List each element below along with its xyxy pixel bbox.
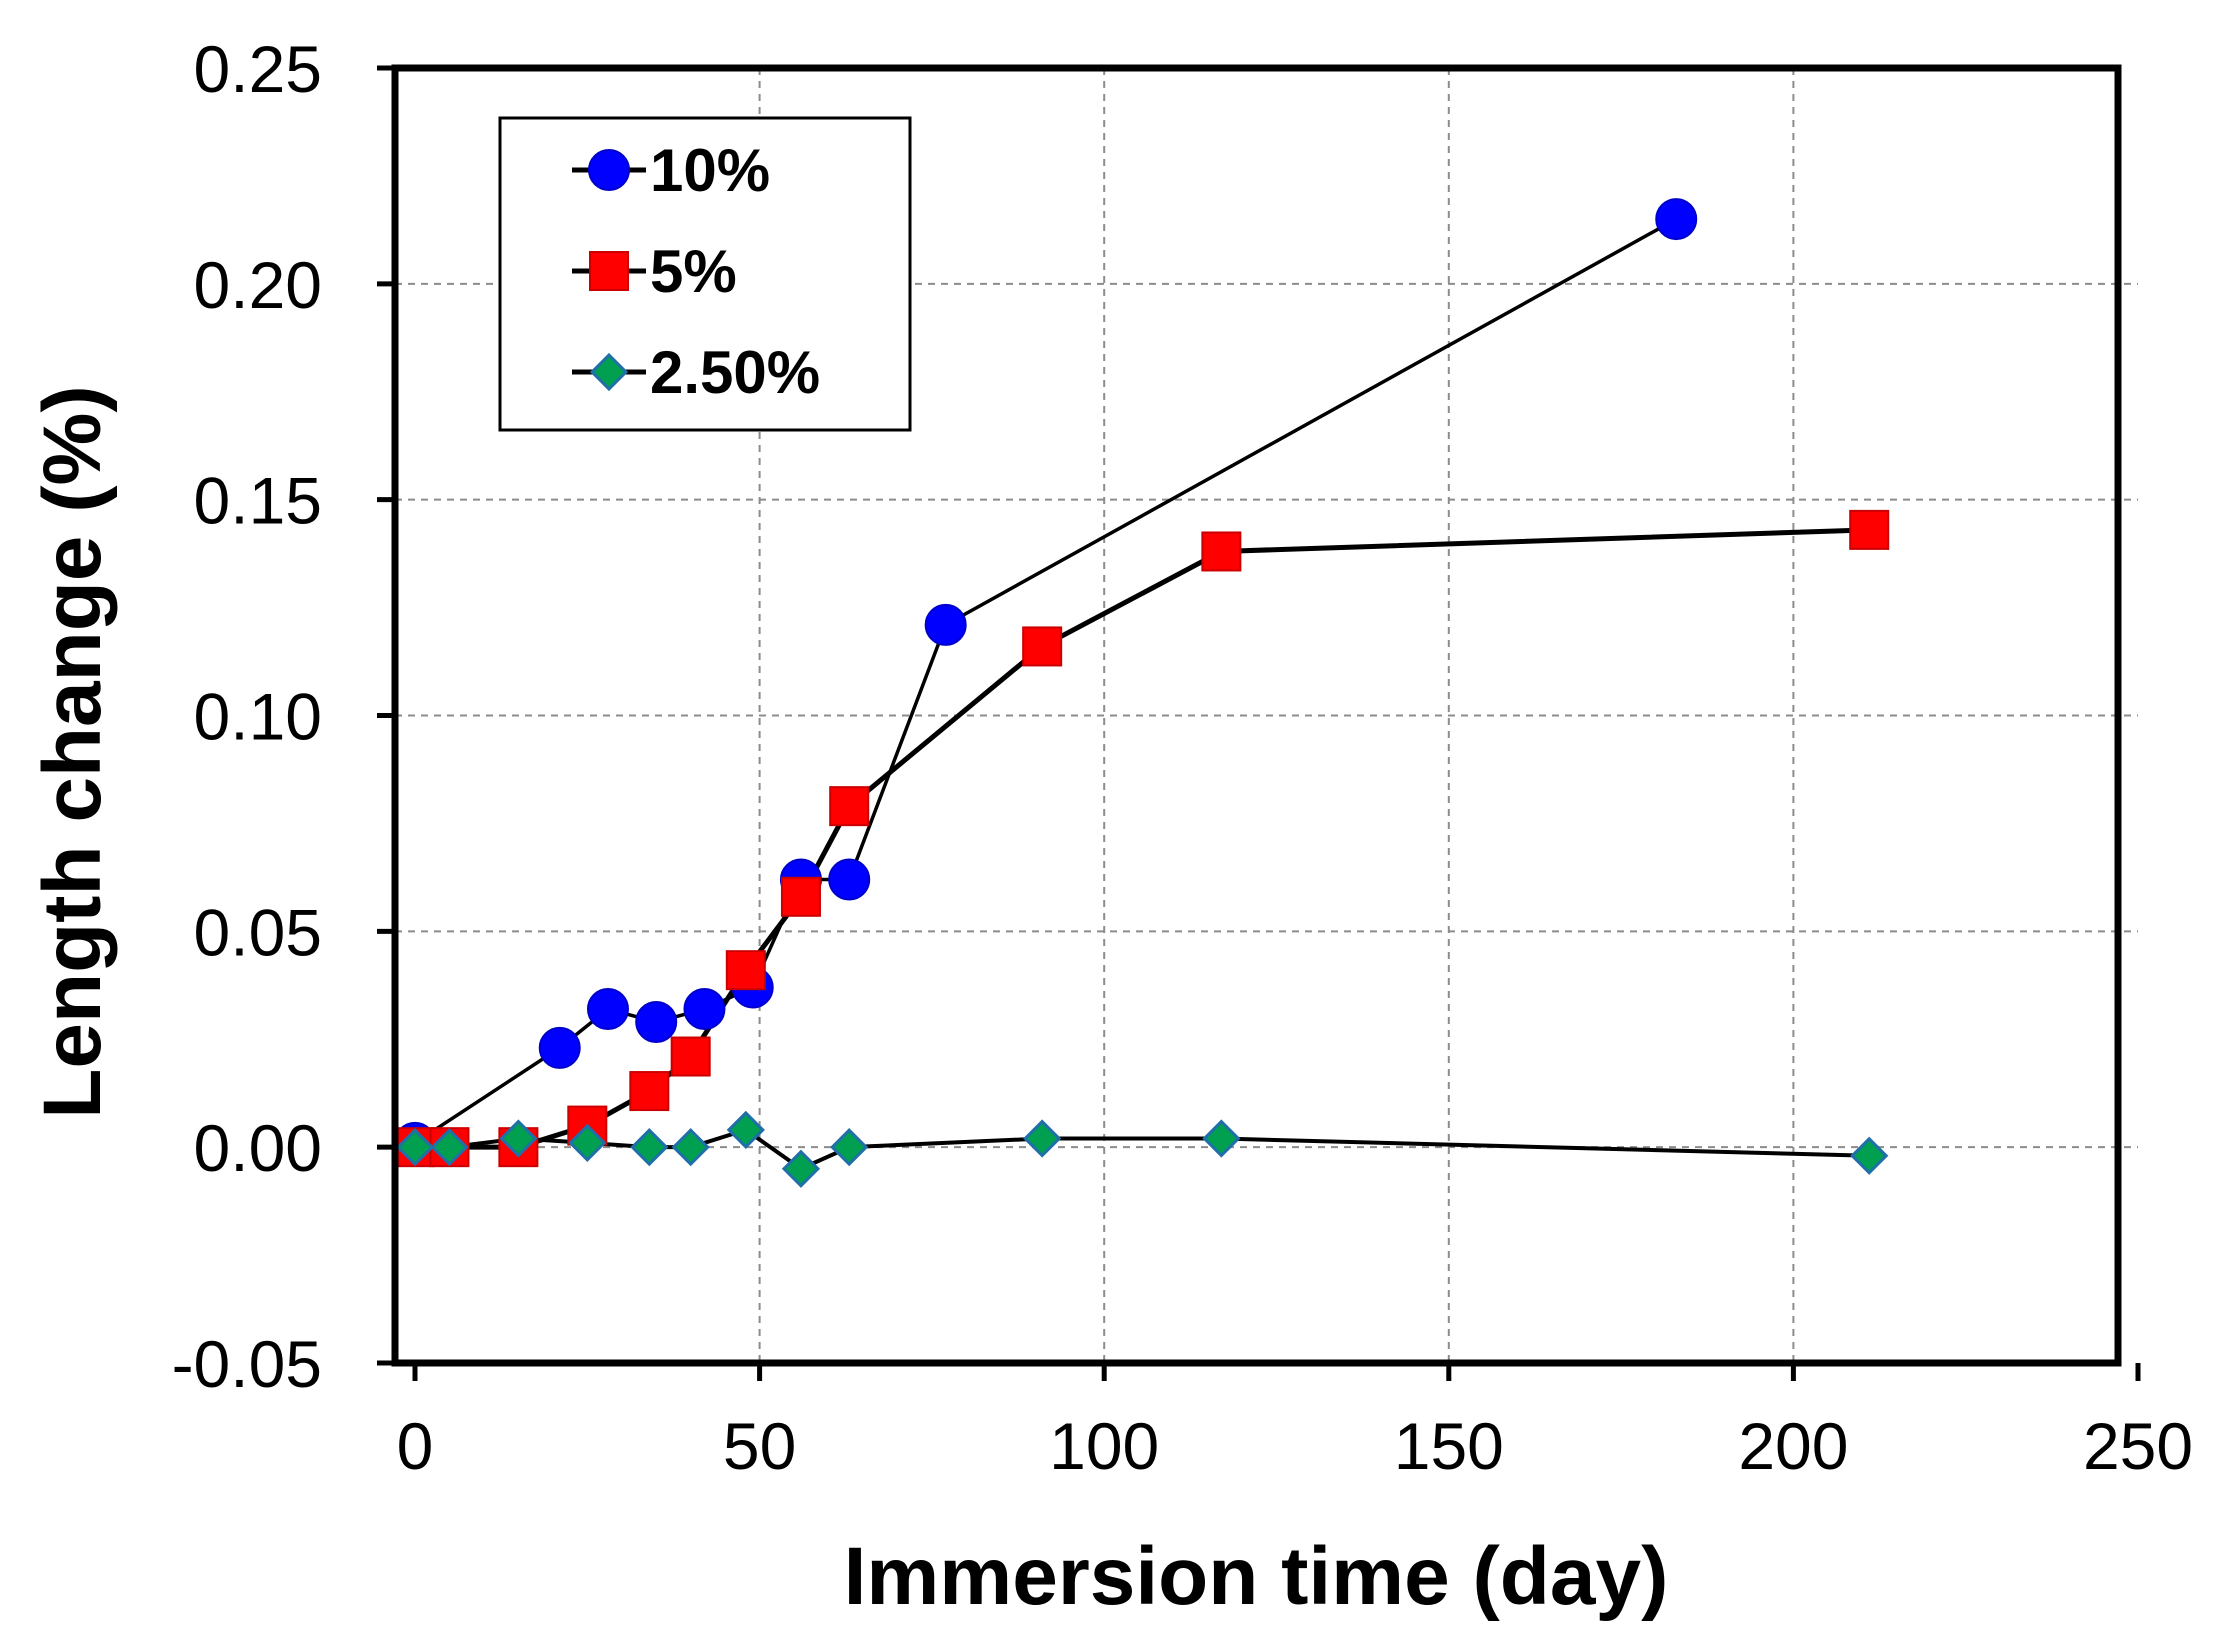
y-tick-label: 0.15 bbox=[194, 464, 322, 538]
data-point-2-50pct bbox=[430, 1128, 469, 1167]
x-tick-label: 200 bbox=[1738, 1409, 1848, 1483]
legend-items: 10% 5% 2.50% bbox=[572, 137, 820, 406]
data-point-5pct bbox=[1022, 626, 1063, 667]
series-line-5pct bbox=[415, 527, 1870, 1150]
data-point-5pct bbox=[1201, 531, 1242, 572]
legend-label-2-50pct: 2.50% bbox=[650, 339, 820, 406]
data-point-2-50pct bbox=[499, 1119, 538, 1158]
tick-layer: 0 50 100 150 200 250 -0.05 0.00 0.05 0.10 0.15 0.20… bbox=[172, 32, 2194, 1483]
data-point-5pct bbox=[780, 876, 821, 917]
y-axis-title: Length change (%) bbox=[27, 385, 118, 1118]
y-tick-label: 0.00 bbox=[194, 1111, 322, 1185]
data-point-5pct bbox=[829, 786, 870, 827]
x-tick-label: 50 bbox=[723, 1409, 796, 1483]
x-tick-label: 150 bbox=[1394, 1409, 1504, 1483]
series-markers bbox=[394, 198, 1890, 1188]
data-point-10pct bbox=[1655, 198, 1698, 241]
legend-label-5pct: 5% bbox=[650, 238, 737, 305]
data-point-10pct bbox=[538, 1026, 581, 1069]
legend-marker-2-50pct bbox=[589, 352, 629, 392]
data-point-2-50pct bbox=[1202, 1119, 1241, 1158]
data-point-2-50pct bbox=[568, 1123, 607, 1162]
legend-marker-5pct bbox=[589, 251, 629, 291]
data-point-10pct bbox=[586, 988, 629, 1031]
data-point-5pct bbox=[725, 950, 766, 991]
data-point-10pct bbox=[635, 1000, 678, 1043]
data-point-2-50pct bbox=[671, 1128, 710, 1167]
data-point-2-50pct bbox=[395, 1128, 435, 1167]
data-point-2-50pct bbox=[1023, 1119, 1062, 1158]
x-tick-label: 0 bbox=[397, 1409, 434, 1483]
y-tick-label: 0.10 bbox=[194, 680, 322, 754]
y-tick-label: 0.20 bbox=[194, 248, 322, 322]
data-point-5pct bbox=[670, 1036, 711, 1077]
data-point-10pct bbox=[828, 858, 871, 901]
data-point-2-50pct bbox=[630, 1128, 669, 1167]
data-point-2-50pct bbox=[1850, 1136, 1889, 1175]
data-point-2-50pct bbox=[781, 1149, 821, 1188]
x-tick-label: 100 bbox=[1049, 1409, 1159, 1483]
y-tick-label: 0.05 bbox=[194, 895, 322, 969]
legend: 10% 5% 2.50% bbox=[498, 116, 912, 432]
legend-marker-10pct bbox=[588, 149, 630, 191]
y-tick-label: 0.25 bbox=[194, 32, 322, 106]
x-tick-label: 250 bbox=[2083, 1409, 2193, 1483]
data-point-10pct bbox=[683, 988, 726, 1031]
legend-box bbox=[498, 116, 912, 432]
data-point-5pct bbox=[1849, 509, 1890, 550]
data-point-5pct bbox=[629, 1071, 670, 1112]
data-point-2-50pct bbox=[830, 1128, 869, 1167]
data-point-2-50pct bbox=[726, 1110, 765, 1150]
y-tick-label: -0.05 bbox=[172, 1327, 322, 1401]
x-axis-title: Immersion time (day) bbox=[844, 1531, 1669, 1622]
legend-label-10pct: 10% bbox=[650, 137, 770, 204]
data-point-10pct bbox=[924, 603, 967, 646]
